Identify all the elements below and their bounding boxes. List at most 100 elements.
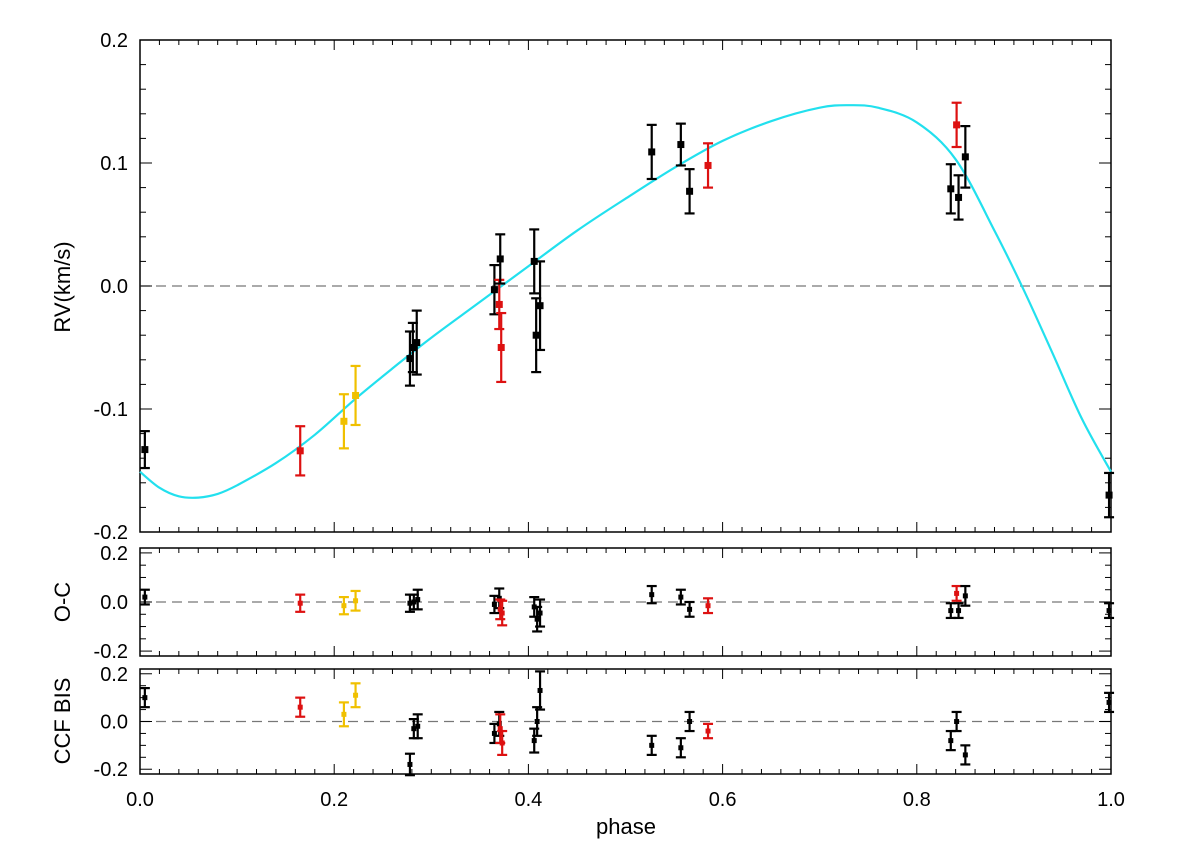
rv-marker bbox=[406, 355, 414, 363]
bis-marker bbox=[297, 704, 303, 710]
oc-data-point bbox=[951, 584, 962, 602]
rv-model-curve bbox=[139, 104, 1112, 499]
oc-data-point bbox=[495, 598, 506, 621]
oc-marker bbox=[411, 599, 417, 605]
bis-marker bbox=[649, 742, 655, 748]
bis-data-point bbox=[139, 686, 150, 709]
bis-data-point bbox=[338, 701, 349, 728]
x-tick-label: 0.8 bbox=[903, 789, 931, 811]
oc-marker bbox=[954, 590, 960, 596]
rv-ylabel: RV(km/s) bbox=[50, 241, 75, 332]
rv-data-point bbox=[495, 233, 506, 285]
bis-y-tick-label: -0.2 bbox=[94, 759, 128, 781]
rv-data-point bbox=[945, 163, 956, 215]
rv-data-point bbox=[684, 168, 695, 215]
x-tick-label: 0.4 bbox=[514, 789, 542, 811]
bis-marker bbox=[534, 719, 540, 724]
rv-data-point bbox=[960, 124, 971, 189]
bis-data-point bbox=[412, 713, 423, 740]
oc-marker bbox=[534, 616, 540, 622]
oc-marker bbox=[297, 600, 303, 606]
bis-data-point bbox=[675, 737, 686, 759]
oc-data-point bbox=[338, 595, 349, 616]
oc-data-point bbox=[295, 593, 306, 613]
oc-marker bbox=[497, 606, 503, 612]
rv-marker bbox=[536, 302, 544, 310]
bis-marker bbox=[142, 695, 148, 701]
bis-marker bbox=[954, 719, 960, 724]
oc-data-point bbox=[535, 598, 546, 628]
bis-data-point bbox=[535, 670, 546, 711]
bis-marker bbox=[499, 740, 505, 746]
rv-marker bbox=[961, 153, 969, 161]
rv-y-tick-label: 0.2 bbox=[100, 30, 128, 52]
oc-data-point bbox=[960, 584, 971, 607]
rv-marker bbox=[497, 344, 505, 351]
rv-y-tick-label: 0.1 bbox=[100, 153, 128, 175]
bis-ylabel: CCF BIS bbox=[50, 678, 75, 765]
rv-marker bbox=[686, 187, 694, 195]
rv-marker bbox=[1105, 491, 1113, 499]
rv-data-point bbox=[496, 311, 507, 384]
bis-marker bbox=[948, 738, 954, 744]
bis-y-tick-label: 0.2 bbox=[100, 664, 128, 686]
rv-data-point bbox=[675, 122, 686, 167]
bis-data-point bbox=[404, 752, 415, 777]
rv-data-point bbox=[295, 425, 306, 477]
rv-marker bbox=[490, 286, 498, 294]
bis-marker bbox=[353, 692, 359, 698]
bis-marker bbox=[687, 719, 693, 724]
bis-marker bbox=[531, 738, 537, 744]
bis-panel: CCF BIS 0.2 0.0 -0.2 bbox=[50, 664, 1115, 781]
oc-marker bbox=[407, 600, 413, 606]
rv-marker bbox=[352, 391, 360, 399]
x-axis-label: phase bbox=[596, 814, 656, 839]
bis-marker bbox=[491, 730, 497, 736]
rv-marker bbox=[413, 339, 421, 347]
oc-marker bbox=[499, 610, 505, 616]
rv-marker bbox=[530, 257, 538, 265]
rv-data-point bbox=[1104, 471, 1115, 519]
bis-marker bbox=[1106, 699, 1112, 705]
bis-data-point bbox=[951, 710, 962, 733]
x-tick-label: 1.0 bbox=[1097, 789, 1125, 811]
x-tick-label: 0.2 bbox=[320, 789, 348, 811]
bis-marker bbox=[537, 687, 543, 693]
x-tick-label: 0.6 bbox=[709, 789, 737, 811]
x-tick-label: 0.0 bbox=[126, 789, 154, 811]
rv-data-point bbox=[646, 123, 657, 181]
rv-data-point bbox=[411, 309, 422, 376]
oc-y-tick-label: 0.0 bbox=[100, 592, 128, 614]
bis-marker bbox=[341, 711, 347, 717]
oc-marker bbox=[962, 593, 968, 599]
rv-marker bbox=[704, 161, 712, 169]
oc-y-tick-label: -0.2 bbox=[94, 641, 128, 663]
oc-data-point bbox=[350, 589, 361, 612]
oc-data-point bbox=[675, 588, 686, 606]
oc-data-point bbox=[646, 584, 657, 605]
rv-marker bbox=[141, 446, 149, 454]
rv-marker bbox=[532, 331, 540, 339]
bis-data-point bbox=[497, 729, 508, 757]
bis-data-point bbox=[960, 744, 971, 766]
rv-data-point bbox=[529, 228, 540, 295]
oc-marker bbox=[353, 598, 359, 604]
oc-marker bbox=[705, 603, 711, 609]
bis-data-point bbox=[646, 734, 657, 757]
oc-marker bbox=[956, 608, 962, 614]
rv-marker bbox=[947, 185, 955, 193]
oc-marker bbox=[678, 594, 684, 600]
bis-marker bbox=[497, 726, 503, 732]
bis-marker bbox=[705, 728, 711, 734]
bis-data-point bbox=[350, 682, 361, 709]
bis-data-point bbox=[1104, 691, 1115, 714]
rv-data-point bbox=[953, 174, 964, 221]
bis-marker bbox=[678, 745, 684, 751]
rv-data-point bbox=[350, 364, 361, 427]
oc-marker bbox=[537, 610, 543, 616]
rv-marker bbox=[296, 447, 304, 455]
rv-marker bbox=[409, 344, 417, 351]
bis-marker bbox=[415, 723, 421, 729]
oc-data-point bbox=[497, 599, 508, 627]
